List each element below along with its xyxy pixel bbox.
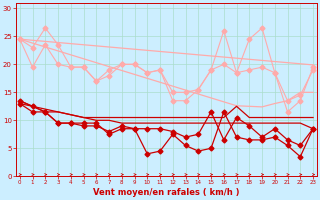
X-axis label: Vent moyen/en rafales ( km/h ): Vent moyen/en rafales ( km/h ) [93,188,240,197]
